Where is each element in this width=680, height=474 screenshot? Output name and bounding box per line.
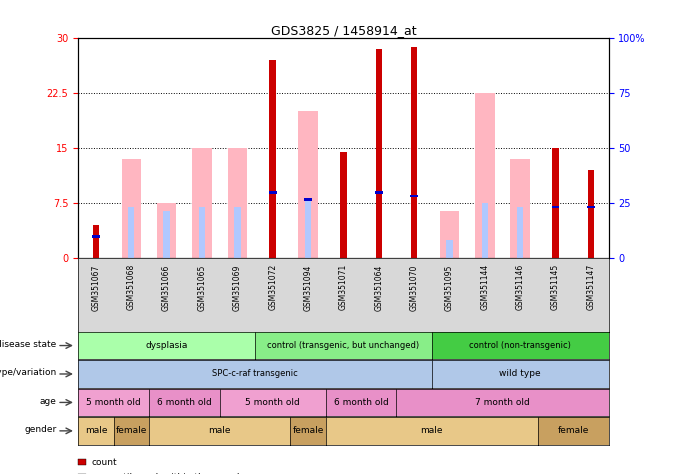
Bar [128,207,135,258]
Text: GSM351146: GSM351146 [515,264,525,310]
Text: male: male [208,427,231,435]
Text: GSM351095: GSM351095 [445,264,454,310]
Text: 5 month old: 5 month old [245,398,300,407]
Text: count: count [92,458,118,466]
Bar [551,206,560,208]
Text: GSM351071: GSM351071 [339,264,348,310]
Bar [192,148,211,258]
Bar [517,207,524,258]
Text: control (non-transgenic): control (non-transgenic) [469,341,571,350]
Bar [304,198,312,201]
Bar [92,235,100,237]
Bar [475,93,494,258]
Text: GSM351067: GSM351067 [91,264,101,310]
Bar [375,191,383,193]
Text: GSM351144: GSM351144 [480,264,490,310]
Text: genotype/variation: genotype/variation [0,368,56,377]
Text: percentile rank within the sample: percentile rank within the sample [92,473,245,474]
Bar [228,148,247,258]
Text: GSM351145: GSM351145 [551,264,560,310]
Bar [375,49,382,258]
Text: disease state: disease state [0,340,56,349]
Text: 7 month old: 7 month old [475,398,530,407]
Text: GSM351068: GSM351068 [126,264,136,310]
Bar [199,207,205,258]
Text: GSM351094: GSM351094 [303,264,313,310]
Bar [588,170,594,258]
Text: SPC-c-raf transgenic: SPC-c-raf transgenic [212,370,298,378]
Text: GSM351072: GSM351072 [268,264,277,310]
Text: 6 month old: 6 month old [334,398,388,407]
Text: GSM351065: GSM351065 [197,264,207,310]
Bar [446,240,453,258]
Text: female: female [292,427,324,435]
Text: GSM351064: GSM351064 [374,264,384,310]
Bar [92,225,99,258]
Bar [305,200,311,258]
Text: GSM351147: GSM351147 [586,264,596,310]
Title: GDS3825 / 1458914_at: GDS3825 / 1458914_at [271,24,416,37]
Text: GSM351070: GSM351070 [409,264,419,310]
Bar [440,210,459,258]
Bar [269,60,276,258]
Text: GSM351069: GSM351069 [233,264,242,310]
Bar [411,47,418,258]
Text: 6 month old: 6 month old [157,398,211,407]
Text: female: female [116,427,147,435]
Text: 5 month old: 5 month old [86,398,141,407]
Bar [163,210,170,258]
Text: age: age [39,397,56,406]
Text: male: male [420,427,443,435]
Text: female: female [558,427,589,435]
Bar [299,111,318,258]
Bar [410,194,418,197]
Text: GSM351066: GSM351066 [162,264,171,310]
Bar [481,203,488,258]
Bar [269,191,277,193]
Text: wild type: wild type [499,370,541,378]
Text: control (transgenic, but unchanged): control (transgenic, but unchanged) [267,341,420,350]
Bar [511,159,530,258]
Text: gender: gender [24,425,56,434]
Bar [122,159,141,258]
Bar [587,206,595,208]
Bar [552,148,559,258]
Text: dysplasia: dysplasia [146,341,188,350]
Bar [340,152,347,258]
Bar [157,203,176,258]
Text: male: male [84,427,107,435]
Bar [234,207,241,258]
